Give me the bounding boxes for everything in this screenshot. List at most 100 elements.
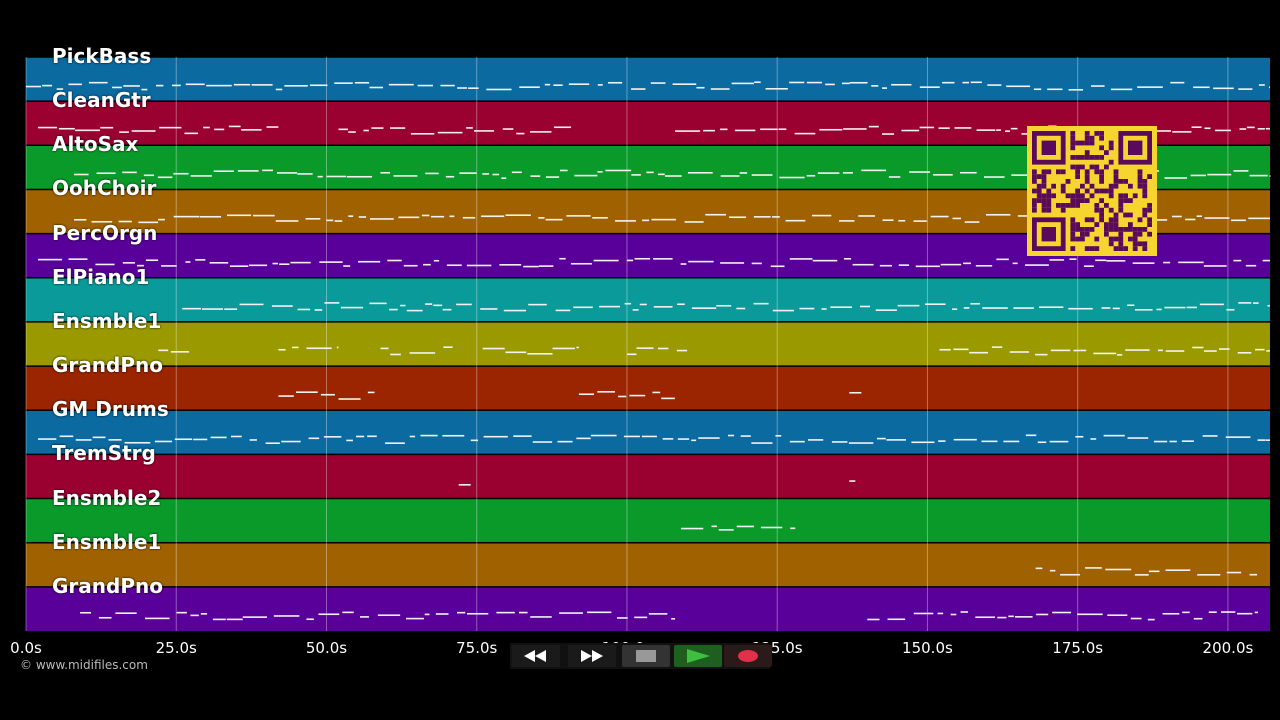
note-mark	[605, 169, 632, 172]
note-mark	[718, 529, 734, 531]
note-mark	[711, 525, 717, 528]
note-mark	[574, 174, 598, 177]
note-mark	[237, 170, 259, 172]
note-mark	[772, 216, 780, 218]
note-mark	[295, 391, 318, 393]
note-mark	[891, 83, 912, 86]
note-mark	[474, 130, 495, 132]
note-mark	[1009, 351, 1030, 353]
note-mark	[652, 391, 661, 394]
note-mark	[1080, 349, 1087, 352]
stop-button[interactable]	[622, 645, 670, 667]
note-mark	[1095, 259, 1107, 262]
note-mark	[623, 435, 640, 438]
note-mark	[684, 221, 704, 223]
note-mark	[501, 177, 507, 179]
note-mark	[466, 264, 492, 267]
note-mark	[144, 617, 170, 620]
note-mark	[842, 172, 853, 174]
note-mark	[324, 302, 340, 304]
note-mark	[875, 309, 897, 311]
note-mark	[808, 439, 824, 441]
note-mark	[1006, 85, 1031, 88]
time-tick-label: 200.0s	[1202, 639, 1254, 657]
note-mark	[662, 438, 674, 440]
record-button[interactable]	[724, 645, 772, 667]
note-mark	[445, 175, 455, 178]
note-mark	[933, 174, 953, 176]
note-mark	[354, 81, 370, 84]
note-mark	[1192, 346, 1204, 349]
note-mark	[190, 175, 212, 177]
note-mark	[913, 220, 927, 222]
note-mark	[466, 127, 473, 129]
note-mark	[1033, 88, 1042, 91]
note-mark	[203, 126, 210, 129]
note-mark	[242, 616, 268, 618]
note-mark	[1035, 353, 1048, 356]
note-mark	[462, 216, 476, 219]
note-mark	[876, 437, 886, 440]
note-mark	[308, 437, 320, 440]
note-mark	[775, 435, 782, 437]
note-mark	[1127, 437, 1149, 439]
note-mark	[513, 435, 532, 437]
note-mark	[687, 171, 713, 174]
note-mark	[576, 437, 591, 440]
note-mark	[1164, 306, 1186, 309]
note-mark	[457, 87, 467, 89]
note-mark	[173, 215, 200, 218]
fast-forward-button[interactable]	[568, 645, 616, 667]
note-mark	[629, 394, 646, 397]
note-mark	[433, 304, 443, 307]
note-mark	[297, 308, 311, 311]
note-mark	[639, 303, 647, 306]
note-mark	[154, 440, 173, 443]
note-mark	[938, 127, 950, 129]
note-mark	[425, 172, 439, 175]
note-mark	[393, 175, 418, 177]
rewind-button[interactable]	[512, 645, 560, 667]
note-mark	[632, 309, 639, 311]
note-mark	[1011, 174, 1031, 176]
note-mark	[184, 132, 199, 135]
note-mark	[527, 353, 553, 355]
track-label: CleanGtr	[52, 88, 151, 113]
note-mark	[1147, 618, 1155, 621]
note-mark	[100, 126, 114, 129]
note-mark	[1199, 303, 1224, 306]
note-mark	[821, 308, 827, 310]
note-mark	[1185, 218, 1196, 221]
note-mark	[888, 176, 901, 178]
note-mark	[423, 263, 431, 266]
note-mark	[648, 613, 668, 615]
note-mark	[68, 83, 82, 86]
play-button[interactable]	[674, 645, 722, 667]
note-mark	[1075, 435, 1084, 438]
note-mark	[336, 346, 339, 349]
note-mark	[363, 129, 369, 132]
note-mark	[1165, 569, 1191, 571]
note-mark	[751, 442, 773, 444]
note-mark	[736, 525, 755, 528]
note-mark	[1237, 351, 1252, 354]
note-mark	[1193, 86, 1210, 89]
note-mark	[751, 262, 762, 265]
note-mark	[433, 259, 440, 262]
note-mark	[1137, 86, 1163, 88]
note-mark	[58, 127, 75, 130]
note-mark	[736, 307, 746, 310]
note-mark	[398, 216, 420, 219]
note-mark	[898, 219, 906, 222]
note-mark	[519, 86, 540, 88]
note-mark	[456, 611, 466, 614]
note-mark	[492, 173, 500, 176]
note-mark	[1204, 127, 1211, 130]
note-mark	[390, 127, 406, 129]
note-mark	[843, 128, 867, 130]
note-mark	[176, 611, 187, 614]
note-mark	[925, 303, 946, 306]
note-mark	[1052, 611, 1072, 614]
note-mark	[997, 616, 1007, 619]
note-mark	[839, 220, 855, 222]
